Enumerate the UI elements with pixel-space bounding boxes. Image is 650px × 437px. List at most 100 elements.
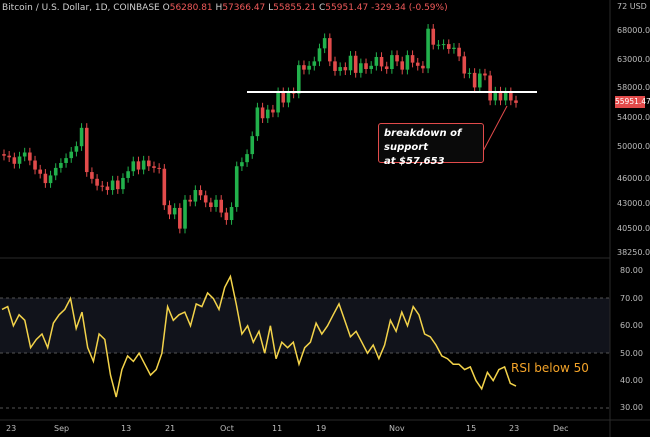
- candle-body: [79, 127, 84, 147]
- candle-body: [369, 65, 373, 70]
- candle-body: [395, 55, 399, 62]
- candle-body: [338, 67, 342, 71]
- candle-body: [452, 47, 456, 49]
- annotation-box: breakdown of support at $57,653: [378, 123, 484, 167]
- candle-body: [131, 161, 136, 172]
- rsi-axis: 80.00 70.00 60.00 50.00 40.00 30.00: [620, 266, 643, 412]
- candle-body: [415, 62, 420, 66]
- candle-body: [405, 55, 410, 70]
- annotation-line-2: at $57,653: [384, 156, 445, 167]
- date-axis-label: Nov: [389, 424, 405, 433]
- price-axis-label: 58000.00: [617, 83, 650, 92]
- candle-body: [322, 38, 327, 49]
- candle-body: [467, 72, 472, 74]
- candle-body: [2, 154, 6, 156]
- candle-body: [33, 160, 37, 170]
- candle-body: [183, 199, 187, 229]
- candle-body: [141, 160, 146, 170]
- candle-body: [446, 44, 451, 49]
- candle-body: [147, 160, 151, 167]
- candle-body: [364, 63, 368, 70]
- annotation-line-1: breakdown of support: [384, 128, 462, 153]
- change-value: -329.34 (-0.59%): [371, 3, 448, 13]
- date-axis: 23 Sep 13 21 Oct 11 19 Nov 15 23 Dec: [6, 424, 568, 433]
- candle-body: [17, 156, 22, 164]
- candle-body: [312, 61, 317, 66]
- candle-body: [48, 175, 53, 184]
- candle-body: [224, 212, 229, 221]
- candle-body: [162, 168, 167, 206]
- candle-body: [172, 207, 177, 215]
- close-label: C: [319, 3, 326, 13]
- high-value: 57366.47: [222, 3, 266, 13]
- candle-body: [410, 55, 415, 63]
- candle-body: [483, 73, 487, 76]
- candle-body: [214, 199, 218, 208]
- candle-body: [229, 207, 234, 221]
- candle-body: [276, 92, 280, 113]
- date-axis-label: Sep: [54, 424, 69, 433]
- candle-body: [509, 92, 513, 101]
- candle-body: [193, 190, 198, 202]
- low-value: 55855.21: [273, 3, 317, 13]
- candle-body: [426, 28, 430, 69]
- candle-body: [234, 166, 239, 208]
- price-axis-label: 72 USD: [617, 2, 647, 11]
- candle-body: [178, 207, 182, 229]
- candle-body: [307, 65, 311, 70]
- price-axis-label: 63000.00: [617, 55, 650, 64]
- candle-body: [167, 205, 172, 215]
- rsi-annotation: RSI below 50: [511, 361, 589, 375]
- candle-body: [250, 136, 255, 155]
- rsi-axis-label: 30.00: [620, 403, 643, 412]
- date-axis-label: Oct: [220, 424, 234, 433]
- candle-body: [457, 47, 461, 57]
- date-axis-label: Dec: [553, 424, 568, 433]
- candle-body: [472, 72, 477, 88]
- candle-body: [245, 154, 249, 163]
- rsi-line: [1, 274, 517, 398]
- date-axis-label: 15: [466, 424, 476, 433]
- candle-body: [7, 155, 11, 158]
- rsi-axis-label: 60.00: [620, 321, 643, 330]
- candle-body: [255, 107, 260, 137]
- candle-body: [188, 199, 192, 202]
- candle-body: [488, 75, 492, 101]
- candle-body: [90, 172, 94, 179]
- candle-body: [359, 63, 363, 73]
- date-axis-label: 23: [509, 424, 519, 433]
- candle-body: [462, 56, 467, 74]
- candle-body: [317, 48, 322, 62]
- candle-body: [157, 167, 161, 169]
- annotation-pointer: [480, 105, 508, 156]
- candle-body: [348, 55, 353, 71]
- candle-body: [95, 178, 99, 186]
- candle-body: [69, 151, 74, 159]
- date-axis-label: 13: [121, 424, 131, 433]
- candle-body: [100, 185, 105, 187]
- candle-body: [390, 55, 394, 70]
- candle-body: [28, 152, 32, 161]
- candle-body: [121, 177, 125, 190]
- candle-body: [64, 158, 68, 163]
- price-axis-label: 54000.00: [617, 113, 650, 122]
- candle-body: [493, 91, 498, 101]
- rsi-axis-label: 50.00: [620, 349, 643, 358]
- open-label: O: [162, 3, 170, 13]
- candle-body: [374, 56, 379, 66]
- price-axis-label: 38250.00: [617, 248, 650, 257]
- candle-body: [12, 157, 17, 164]
- open-value: 56280.81: [169, 3, 213, 13]
- candle-body: [265, 109, 270, 119]
- high-label: H: [215, 3, 223, 13]
- candle-body: [477, 73, 482, 88]
- date-axis-label: 19: [316, 424, 326, 433]
- current-price-tag: 55951.47: [615, 96, 650, 108]
- candle-body: [59, 162, 63, 168]
- candle-body: [286, 92, 291, 103]
- rsi-band: [0, 298, 610, 353]
- date-axis-label: 23: [6, 424, 16, 433]
- candle-body: [110, 180, 115, 191]
- price-axis-label: 40500.00: [617, 224, 650, 233]
